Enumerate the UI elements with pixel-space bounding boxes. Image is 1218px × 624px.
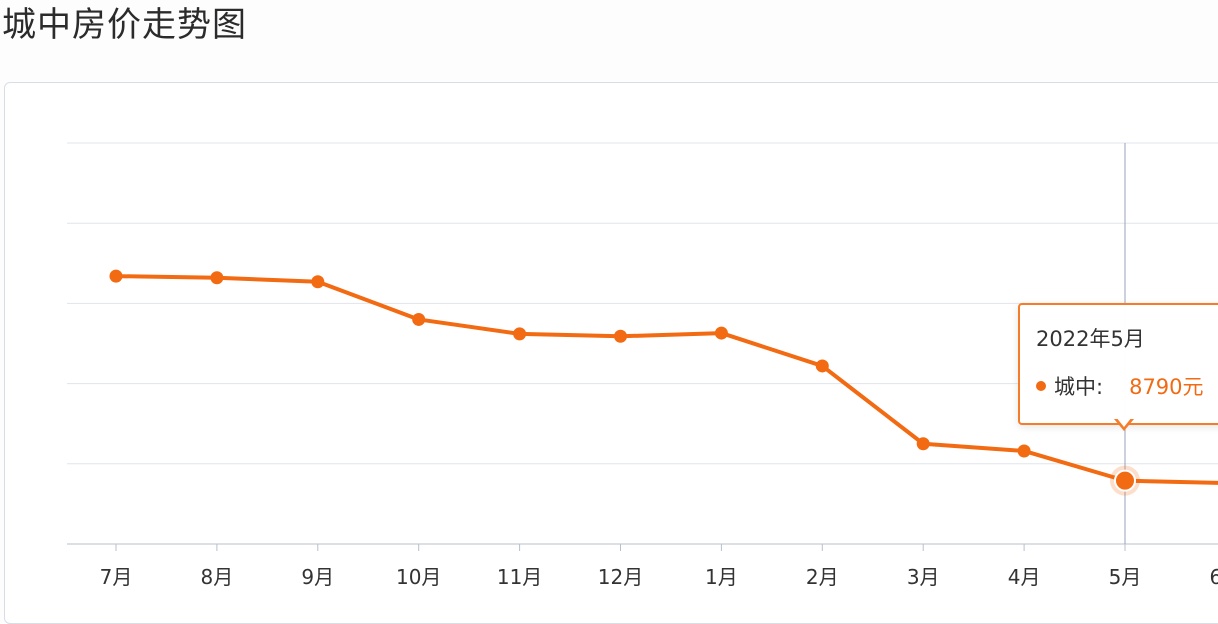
data-point — [513, 327, 527, 341]
line-chart: 7月 8月 9月 10月 11月 12月 1月 2月 3月 4月 5月 6月 — [67, 142, 1218, 589]
x-axis-tick-label: 12月 — [598, 565, 643, 589]
data-point — [210, 271, 224, 285]
x-axis-tick-label: 11月 — [497, 565, 542, 589]
data-point — [1017, 444, 1031, 458]
x-axis-tick-label: 3月 — [907, 565, 940, 589]
x-axis-tick-label: 8月 — [201, 565, 234, 589]
x-axis-tick-label: 6月 — [1210, 565, 1218, 589]
chart-panel — [4, 82, 1218, 624]
x-axis-tick-label: 9月 — [301, 565, 334, 589]
x-axis-tick-label: 7月 — [100, 565, 133, 589]
page-title: 城中房价走势图 — [2, 5, 247, 45]
x-axis: 7月 8月 9月 10月 11月 12月 1月 2月 3月 4月 5月 6月 — [100, 143, 1218, 589]
x-axis-tick-label: 10月 — [396, 565, 441, 589]
data-point — [109, 269, 123, 283]
data-points — [109, 269, 1140, 496]
data-point — [311, 275, 325, 289]
series-line — [114, 274, 1218, 485]
tooltip-pointer-inner — [1116, 417, 1132, 427]
data-point — [916, 437, 930, 451]
data-point — [714, 326, 728, 340]
x-axis-tick-label: 1月 — [705, 565, 738, 589]
data-point-highlighted — [1114, 469, 1136, 492]
x-axis-tick-label: 4月 — [1008, 565, 1041, 589]
data-tooltip: 2022年5月 城中: 8790元 — [1018, 303, 1218, 425]
data-point — [815, 359, 829, 373]
series-marker-icon — [1036, 381, 1046, 391]
x-axis-tick-label: 5月 — [1109, 565, 1142, 589]
data-point — [614, 329, 627, 343]
series-line-layer — [114, 274, 1218, 485]
data-point — [412, 312, 426, 326]
tooltip-row: 城中: 8790元 — [1036, 371, 1204, 401]
tooltip-date: 2022年5月 — [1036, 327, 1145, 351]
tooltip-value: 8790元 — [1129, 375, 1204, 399]
tooltip-series-label: 城中: — [1054, 375, 1104, 399]
x-axis-tick-label: 2月 — [806, 565, 839, 589]
